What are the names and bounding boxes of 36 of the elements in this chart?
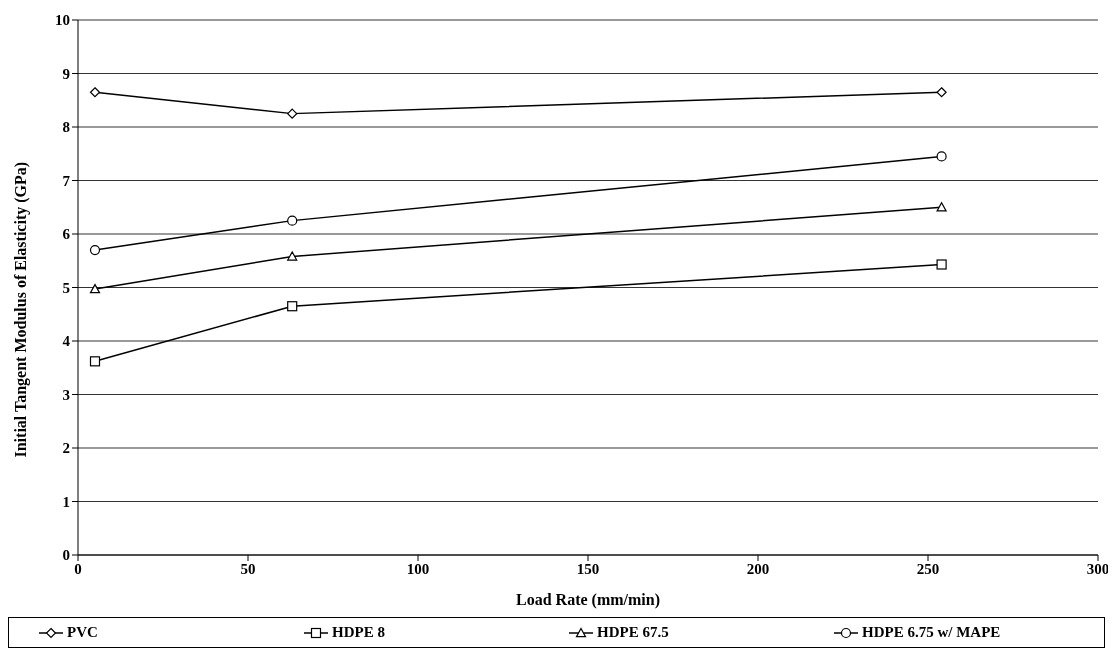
y-tick-label: 3 xyxy=(62,386,70,403)
point xyxy=(936,87,947,98)
x-tick-label: 50 xyxy=(240,560,256,577)
legend-label: PVC xyxy=(67,624,98,641)
point xyxy=(89,284,101,294)
y-tick-label: 4 xyxy=(62,333,71,350)
x-tick-label: 300 xyxy=(1086,560,1110,577)
y-tick-label: 6 xyxy=(62,226,71,243)
y-tick-label: 2 xyxy=(62,440,70,457)
point xyxy=(936,202,947,212)
y-tick-label: 8 xyxy=(62,119,70,136)
x-tick-label: 0 xyxy=(74,560,82,577)
x-tick-label: 150 xyxy=(576,560,600,577)
y-tick-label: 1 xyxy=(62,493,70,510)
y-tick-label: 0 xyxy=(62,547,70,564)
point xyxy=(89,244,101,256)
point xyxy=(89,87,101,98)
point xyxy=(287,251,298,261)
y-tick-label: 5 xyxy=(62,279,70,296)
legend-label: HDPE 8 xyxy=(332,624,385,641)
x-tick-label: 200 xyxy=(746,560,770,577)
y-tick-label: 9 xyxy=(62,65,70,82)
y-tick-label: 10 xyxy=(55,12,70,29)
y-axis-title: Initial Tangent Modulus of Elasticity (GPa) xyxy=(11,161,30,458)
point xyxy=(936,151,947,162)
point xyxy=(287,108,298,119)
point xyxy=(936,259,947,270)
x-tick-label: 250 xyxy=(916,560,940,577)
x-axis-title: Load Rate (mm/min) xyxy=(516,591,660,609)
y-tick-label: 7 xyxy=(62,172,71,189)
x-tick-label: 100 xyxy=(406,560,430,577)
legend-label: HDPE 67.5 xyxy=(597,624,669,641)
point xyxy=(287,215,298,226)
legend-label: HDPE 6.75 w/ MAPE xyxy=(862,624,1001,641)
point xyxy=(287,301,298,312)
point xyxy=(89,356,101,367)
